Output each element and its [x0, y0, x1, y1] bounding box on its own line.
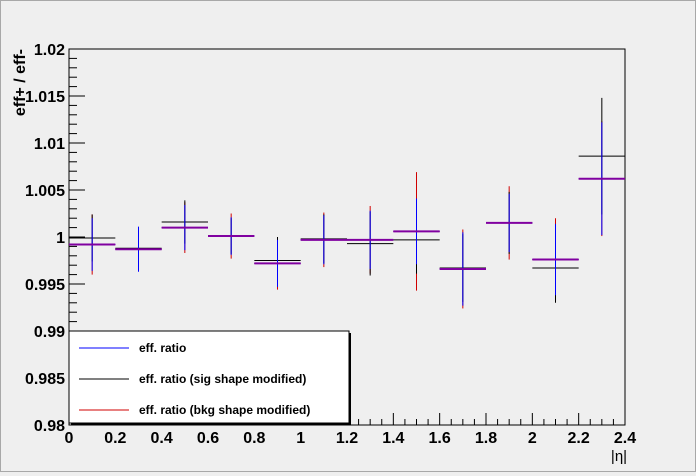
y-tick-label: 1.02 — [34, 42, 65, 59]
legend-box — [68, 330, 350, 424]
x-tick-label: 1.4 — [382, 430, 404, 447]
x-tick-label: 0.2 — [104, 430, 126, 447]
legend-label: eff. ratio — [139, 341, 186, 355]
legend-label: eff. ratio (sig shape modified) — [139, 372, 306, 386]
x-tick-label: 1.8 — [475, 430, 497, 447]
y-tick-label: 1.005 — [25, 183, 65, 200]
y-axis-title: eff+ / eff- — [12, 49, 29, 116]
x-tick-label: 0.4 — [151, 430, 173, 447]
x-tick-label: 2 — [528, 430, 537, 447]
y-tick-label: 0.985 — [25, 371, 65, 388]
x-tick-label: 1.2 — [336, 430, 358, 447]
x-tick-label: 0.8 — [243, 430, 265, 447]
y-tick-label: 0.98 — [34, 418, 65, 435]
y-tick-label: 1.01 — [34, 136, 65, 153]
x-tick-label: 0 — [65, 430, 74, 447]
x-tick-label: 1 — [296, 430, 305, 447]
x-tick-label: 2.4 — [614, 430, 636, 447]
x-tick-label: 1.6 — [429, 430, 451, 447]
y-tick-label: 0.995 — [25, 277, 65, 294]
x-tick-label: 0.6 — [197, 430, 219, 447]
overlay-series — [69, 177, 625, 270]
y-tick-label: 1 — [56, 230, 65, 247]
y-tick-label: 1.015 — [25, 89, 65, 106]
legend-label: eff. ratio (bkg shape modified) — [139, 403, 310, 417]
x-tick-label: 2.2 — [568, 430, 590, 447]
x-axis-title: |η| — [611, 448, 627, 465]
y-tick-label: 0.99 — [34, 324, 65, 341]
